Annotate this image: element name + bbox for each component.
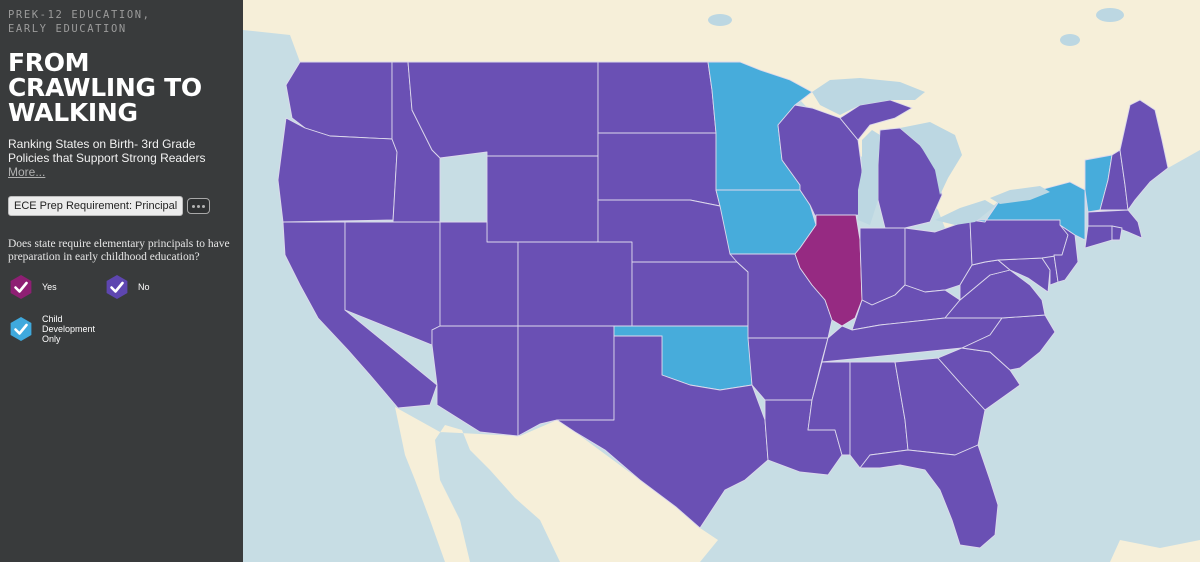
sidebar: PREK-12 EDUCATION, EARLY EDUCATION FROM … xyxy=(0,0,243,562)
legend-label-yes: Yes xyxy=(42,282,57,292)
state-montana[interactable] xyxy=(407,61,599,159)
page-title: FROM CRAWLING TO WALKING xyxy=(8,50,233,125)
subtitle: Ranking States on Birth- 3rd Grade Polic… xyxy=(8,137,233,179)
mexico-land xyxy=(395,407,718,562)
badge-shape xyxy=(10,275,32,299)
canada-lake xyxy=(1060,34,1080,46)
category-kicker[interactable]: PREK-12 EDUCATION, EARLY EDUCATION xyxy=(8,8,233,36)
state-colorado[interactable] xyxy=(517,241,633,327)
legend-label-child-development: Child Development Only xyxy=(42,314,96,344)
state-north-dakota[interactable] xyxy=(597,61,717,134)
legend-item-yes[interactable]: Yes xyxy=(8,274,104,300)
dot-icon xyxy=(202,204,206,208)
legend-item-child-development[interactable]: Child Development Only xyxy=(8,314,104,344)
question-text: Does state require elementary principals… xyxy=(8,238,230,263)
choropleth-map[interactable] xyxy=(243,0,1200,562)
us-states xyxy=(277,61,1169,549)
layer-selector-button[interactable]: ECE Prep Requirement: Principal xyxy=(8,196,184,216)
state-texas[interactable] xyxy=(556,335,769,529)
state-florida[interactable] xyxy=(859,444,999,549)
subtitle-text: Ranking States on Birth- 3rd Grade Polic… xyxy=(8,137,206,165)
state-maine[interactable] xyxy=(1119,99,1169,211)
more-options-button[interactable] xyxy=(187,198,211,214)
title-line-2: CRAWLING TO xyxy=(8,73,202,102)
state-rhode-island[interactable] xyxy=(1111,225,1123,241)
legend-item-no[interactable]: No xyxy=(104,274,200,300)
canada-lake xyxy=(708,14,732,26)
state-kansas[interactable] xyxy=(631,261,749,327)
kicker-line-1[interactable]: PREK-12 EDUCATION, xyxy=(8,9,151,21)
badge-shape xyxy=(10,317,32,341)
legend-label-no: No xyxy=(138,282,150,292)
state-new-mexico[interactable] xyxy=(517,325,615,437)
canada-land xyxy=(243,0,1200,228)
title-line-1: FROM xyxy=(8,48,90,77)
dot-icon xyxy=(197,204,201,208)
state-iowa[interactable] xyxy=(715,189,817,255)
badge-shape xyxy=(106,275,128,299)
check-badge-icon xyxy=(10,317,32,341)
kicker-line-2[interactable]: EARLY EDUCATION xyxy=(8,23,127,35)
lake-erie xyxy=(935,200,995,225)
state-south-dakota[interactable] xyxy=(597,132,721,207)
lake-michigan xyxy=(858,130,880,225)
check-badge-icon xyxy=(10,275,32,299)
state-wyoming[interactable] xyxy=(486,155,599,243)
lake-huron xyxy=(900,122,962,195)
state-new-jersey[interactable] xyxy=(1053,224,1079,283)
canada-lake xyxy=(1096,8,1124,22)
check-badge-icon xyxy=(106,275,128,299)
lake-ontario xyxy=(990,186,1050,204)
legend: Yes No Child Development Only xyxy=(8,274,233,344)
title-line-3: WALKING xyxy=(8,98,138,127)
caribbean-land xyxy=(1110,540,1200,562)
lake-superior xyxy=(812,78,925,115)
map-svg[interactable] xyxy=(243,0,1200,562)
dot-icon xyxy=(192,204,196,208)
layer-toolbar: ECE Prep Requirement: Principal xyxy=(8,196,233,216)
more-link[interactable]: More... xyxy=(8,165,46,179)
state-north-carolina[interactable] xyxy=(961,314,1056,371)
